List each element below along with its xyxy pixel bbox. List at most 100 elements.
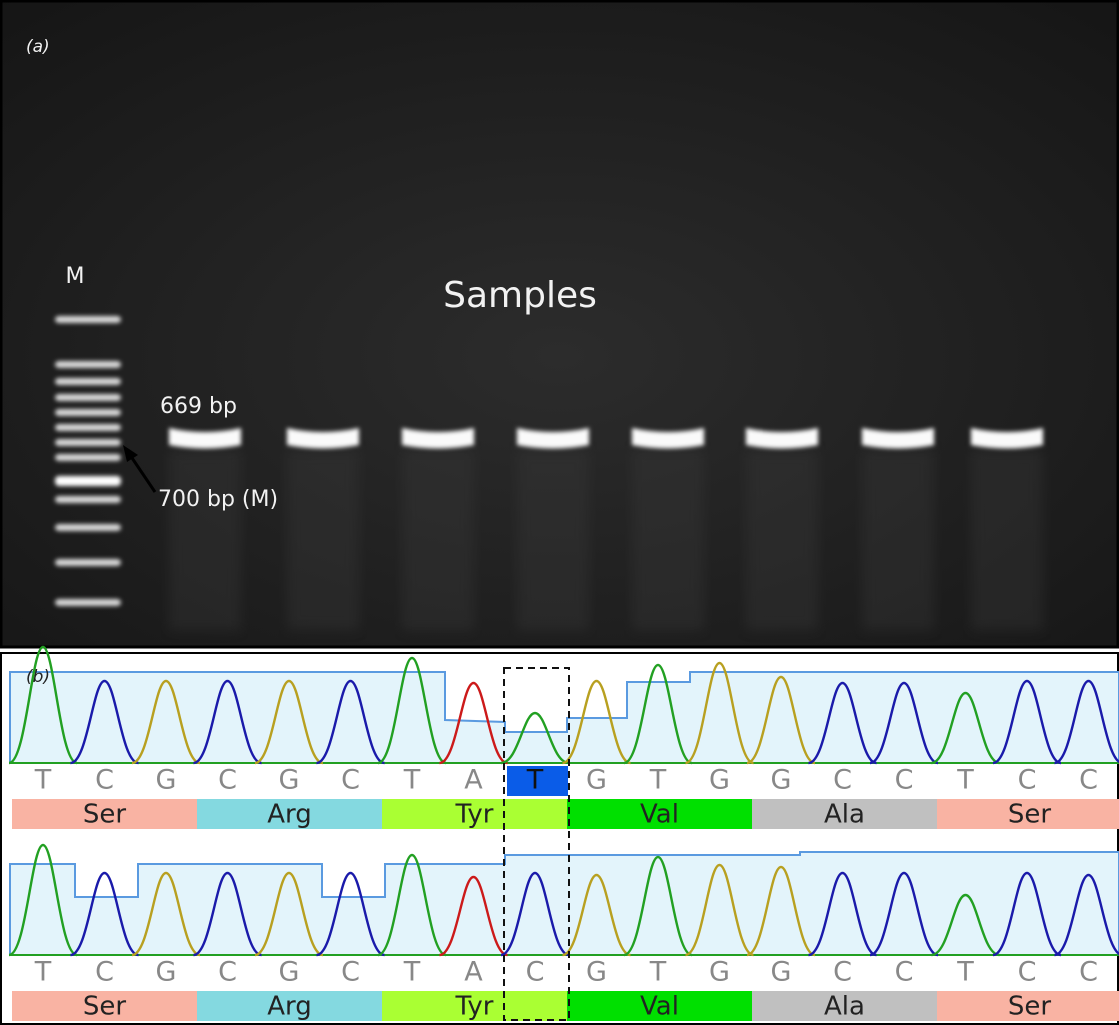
base-call: A [464, 957, 483, 988]
trace-peak [8, 645, 78, 765]
amino-acid: Ser [83, 800, 127, 830]
amino-acid-band [12, 799, 197, 829]
base-call: G [156, 765, 177, 796]
lane-smear [862, 450, 934, 630]
trace-peak [254, 871, 324, 957]
sample-band [169, 428, 241, 449]
amino-acid: Arg [267, 800, 312, 830]
trace-peak [931, 893, 1000, 957]
trace-peak [70, 871, 139, 957]
base-call: C [895, 765, 914, 796]
trace-peak [8, 843, 78, 957]
ladder-band [55, 394, 121, 401]
highlight-box [503, 667, 570, 1021]
trace-peak [685, 661, 754, 765]
trace-peak [746, 865, 816, 957]
ladder-band [55, 454, 121, 461]
base-call: T [526, 765, 544, 796]
sample-band [862, 428, 934, 449]
quality-envelope [9, 851, 1119, 956]
band-size-label: 669 bp [160, 394, 237, 419]
base-call: G [709, 957, 730, 988]
base-call: T [956, 957, 974, 988]
lane-smear [287, 450, 359, 630]
trace-peak [131, 679, 201, 765]
base-call: T [34, 957, 52, 988]
amino-acid-band [197, 799, 382, 829]
amino-acid-band [937, 799, 1119, 829]
base-call: C [1018, 765, 1037, 796]
trace-peak [316, 679, 385, 765]
trace-peak [685, 863, 754, 957]
amino-acid-band [567, 991, 752, 1021]
samples-label: Samples [443, 275, 597, 316]
lane-smear [971, 450, 1043, 630]
amino-acid: Ala [824, 800, 865, 830]
ladder-band [55, 361, 121, 368]
lane-smear [169, 450, 241, 630]
base-call: C [895, 957, 914, 988]
base-call: T [34, 765, 52, 796]
base-call: T [956, 765, 974, 796]
trace-peak [316, 871, 385, 957]
sample-band [971, 428, 1043, 449]
trace-peak [254, 679, 324, 765]
quality-envelope [9, 671, 1119, 764]
amino-acid: Ser [1008, 800, 1052, 830]
lane-smear [632, 450, 704, 630]
trace-peak [439, 875, 508, 957]
base-call: G [586, 957, 607, 988]
amino-acid: Ser [83, 992, 127, 1022]
ladder-band [55, 524, 121, 531]
trace-peak [193, 679, 262, 765]
panel-label: (b) [26, 667, 50, 687]
base-call: G [771, 957, 792, 988]
ladder-band [55, 409, 121, 416]
base-call: T [649, 957, 667, 988]
sample-band [517, 428, 589, 449]
sample-band [287, 428, 359, 449]
amino-acid-band [197, 991, 382, 1021]
amino-acid: Val [640, 992, 679, 1022]
base-call: A [464, 765, 483, 796]
base-call: C [833, 765, 852, 796]
amino-acid: Arg [267, 992, 312, 1022]
sample-band [746, 428, 818, 449]
trace-peak [131, 871, 201, 957]
lane-smear [746, 450, 818, 630]
ladder-band [55, 496, 121, 503]
base-call: C [1079, 957, 1098, 988]
trace-peak [746, 675, 816, 765]
lane-smear [517, 450, 589, 630]
trace-peak [70, 679, 139, 765]
arrow-head [123, 445, 138, 462]
base-call: C [526, 957, 545, 988]
amino-acid-band [937, 991, 1119, 1021]
trace-peak [623, 855, 693, 957]
amino-acid-band [752, 799, 937, 829]
variant-highlight [507, 766, 568, 796]
amino-acid-band [12, 991, 197, 1021]
ladder-band [55, 559, 121, 566]
trace-peak [562, 873, 631, 957]
base-call: C [218, 765, 237, 796]
lane-smear [402, 450, 474, 630]
trace-peak [931, 691, 1000, 765]
sample-band [632, 428, 704, 449]
trace-peak [623, 663, 693, 765]
ladder-band [55, 439, 121, 446]
base-call: C [95, 957, 114, 988]
trace-peak [869, 681, 939, 765]
trace-peak [377, 656, 447, 765]
base-call: G [709, 765, 730, 796]
trace-peak [992, 871, 1062, 957]
amino-acid: Val [640, 800, 679, 830]
ladder-band [55, 316, 121, 323]
base-call: G [771, 765, 792, 796]
base-call: T [403, 765, 421, 796]
ladder-band [55, 424, 121, 431]
trace-peak [808, 871, 877, 957]
sample-band [402, 428, 474, 449]
trace-peak [1054, 679, 1119, 765]
